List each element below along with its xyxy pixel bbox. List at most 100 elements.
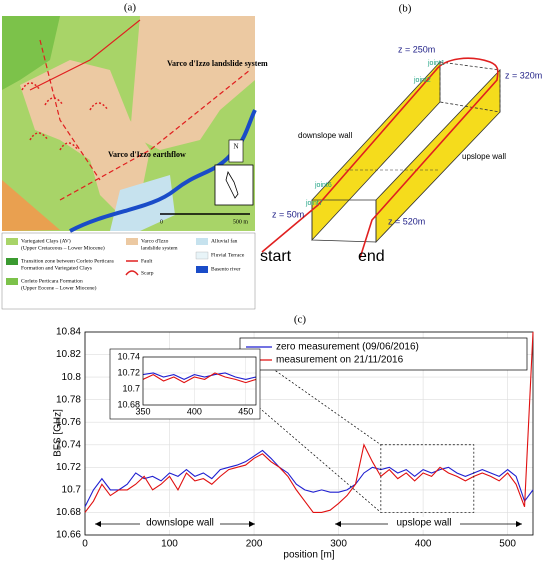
y-axis-label: BFS [GHz]	[53, 409, 64, 457]
inset-y-tick-label: 10.74	[117, 351, 140, 361]
x-tick-label: 300	[330, 539, 347, 550]
depth-label: z = 520m	[388, 216, 425, 226]
inset-y-tick-label: 10.68	[117, 399, 140, 409]
legend-text: Fault	[141, 258, 153, 264]
x-tick-label: 100	[161, 539, 178, 550]
legend-text: Fluvial Terrace	[211, 252, 245, 258]
series-line	[143, 372, 256, 384]
depth-label: z = 50m	[272, 209, 304, 219]
legend-text: Transition zone between Corleto Perticar…	[21, 258, 114, 264]
x-tick-label: 200	[246, 539, 263, 550]
series-line	[143, 372, 256, 381]
map: (a) Varco d'Izzo landslide system Varco …	[1, 2, 268, 310]
legend-swatch	[196, 266, 208, 273]
map-legend	[1, 232, 256, 310]
y-tick-label: 10.8	[62, 372, 82, 383]
series-line	[84, 449, 534, 508]
x-tick-label: 400	[415, 539, 432, 550]
legend-swatch	[6, 258, 18, 265]
panel-label: (b)	[399, 3, 412, 15]
scale-label: 500 m	[233, 219, 249, 225]
legend-text: Basento river	[211, 266, 241, 272]
legend-text: landslide system	[141, 245, 178, 251]
inset-lines	[143, 372, 256, 384]
plot-frame	[84, 331, 534, 536]
legend-swatch	[125, 270, 139, 276]
y-tick-label: 10.68	[56, 507, 81, 518]
legend-swatch	[195, 251, 209, 260]
annotation-bg	[388, 517, 460, 530]
legend-text: Scarp	[141, 270, 154, 276]
zoom-connector	[255, 356, 382, 446]
italy-icon	[225, 170, 239, 199]
legend-text: Alluvial fan	[211, 237, 238, 244]
x-tick-label: 500	[499, 539, 516, 550]
joint-label: joint6	[314, 182, 332, 189]
y-tick-label: 10.76	[56, 417, 81, 428]
legend-swatch	[6, 238, 18, 245]
inset-x-tick-label: 350	[135, 406, 150, 416]
annotation-bg	[140, 517, 220, 530]
legend-text: Formation and Variegated Clays	[21, 265, 92, 271]
inset-bg	[109, 348, 261, 420]
wall-label: downslope wall	[298, 131, 352, 140]
inset-frame	[142, 356, 257, 406]
inset-y-tick-label: 10.7	[122, 383, 140, 393]
chart: (c) BFS [GHz] position [m] 10.6610.6810.…	[53, 314, 534, 561]
zoom-connector	[255, 404, 382, 513]
fault	[39, 39, 101, 181]
inset-x-tick-label: 400	[187, 406, 202, 416]
legend-text: Varco d'Izzo	[141, 238, 169, 244]
scale-label: 0	[160, 219, 163, 225]
inset-x-tick-label: 450	[238, 406, 253, 416]
north-box	[228, 139, 244, 163]
river	[69, 109, 257, 233]
joint-label: joint7	[305, 200, 323, 207]
joint-label: joint1	[427, 60, 445, 67]
start-label: start	[260, 248, 292, 265]
series-line	[84, 331, 534, 513]
legend: zero measurement (09/06/2016) measurement…	[239, 337, 528, 371]
x-tick-label: 0	[82, 539, 88, 550]
fiber	[261, 57, 499, 259]
y-tick-label: 10.78	[56, 394, 81, 405]
legend-swatch	[196, 238, 208, 245]
y-tick-label: 10.72	[56, 462, 81, 473]
inset: 10.68 10.7 10.72 10.74 350 400 450	[109, 348, 261, 420]
legend-text: (Upper Eocene – Lower Miocene)	[21, 284, 97, 291]
map-zone	[2, 180, 60, 231]
landslide-area	[20, 60, 150, 215]
legend-text: (Upper Cretaceous – Lower Miocene)	[21, 244, 105, 251]
legend-label: zero measurement (09/06/2016)	[276, 342, 419, 353]
map-label: Varco d'Izzo earthflow	[108, 150, 186, 159]
wall-label: upslope wall	[462, 152, 506, 161]
y-tick-label: 10.7	[62, 485, 82, 496]
north-label: N	[233, 143, 238, 151]
legend-text: Corleto Perticara Formation	[21, 278, 83, 284]
y-tick-label: 10.66	[56, 530, 81, 541]
annotation: downslope wall	[146, 518, 214, 529]
diagram: (b) z = 250m z = 320m joint1 joint2 down…	[260, 3, 542, 266]
panel-label: (a)	[124, 2, 137, 14]
alluvial-fan	[110, 175, 175, 231]
legend-text: Variegated Clays (AV)	[21, 237, 71, 244]
legend-label: measurement on 21/11/2016	[276, 355, 404, 366]
legend-swatch	[6, 278, 18, 285]
box-edge	[311, 199, 377, 243]
depth-label: z = 250m	[398, 44, 435, 54]
landslide-area	[130, 16, 255, 150]
fault	[59, 69, 251, 201]
inset-y-tick-label: 10.72	[117, 367, 140, 377]
map-label: Varco d'Izzo landslide system	[167, 59, 268, 68]
x-axis-label: position [m]	[283, 550, 334, 561]
panel-label: (c)	[294, 314, 307, 326]
y-tick-label: 10.82	[56, 349, 81, 360]
y-tick-label: 10.74	[56, 439, 81, 450]
legend-swatch	[126, 238, 138, 245]
map-zone	[2, 16, 60, 90]
joint-label: joint2	[413, 77, 431, 84]
y-tick-label: 10.84	[56, 327, 81, 338]
box-edge	[439, 61, 501, 113]
